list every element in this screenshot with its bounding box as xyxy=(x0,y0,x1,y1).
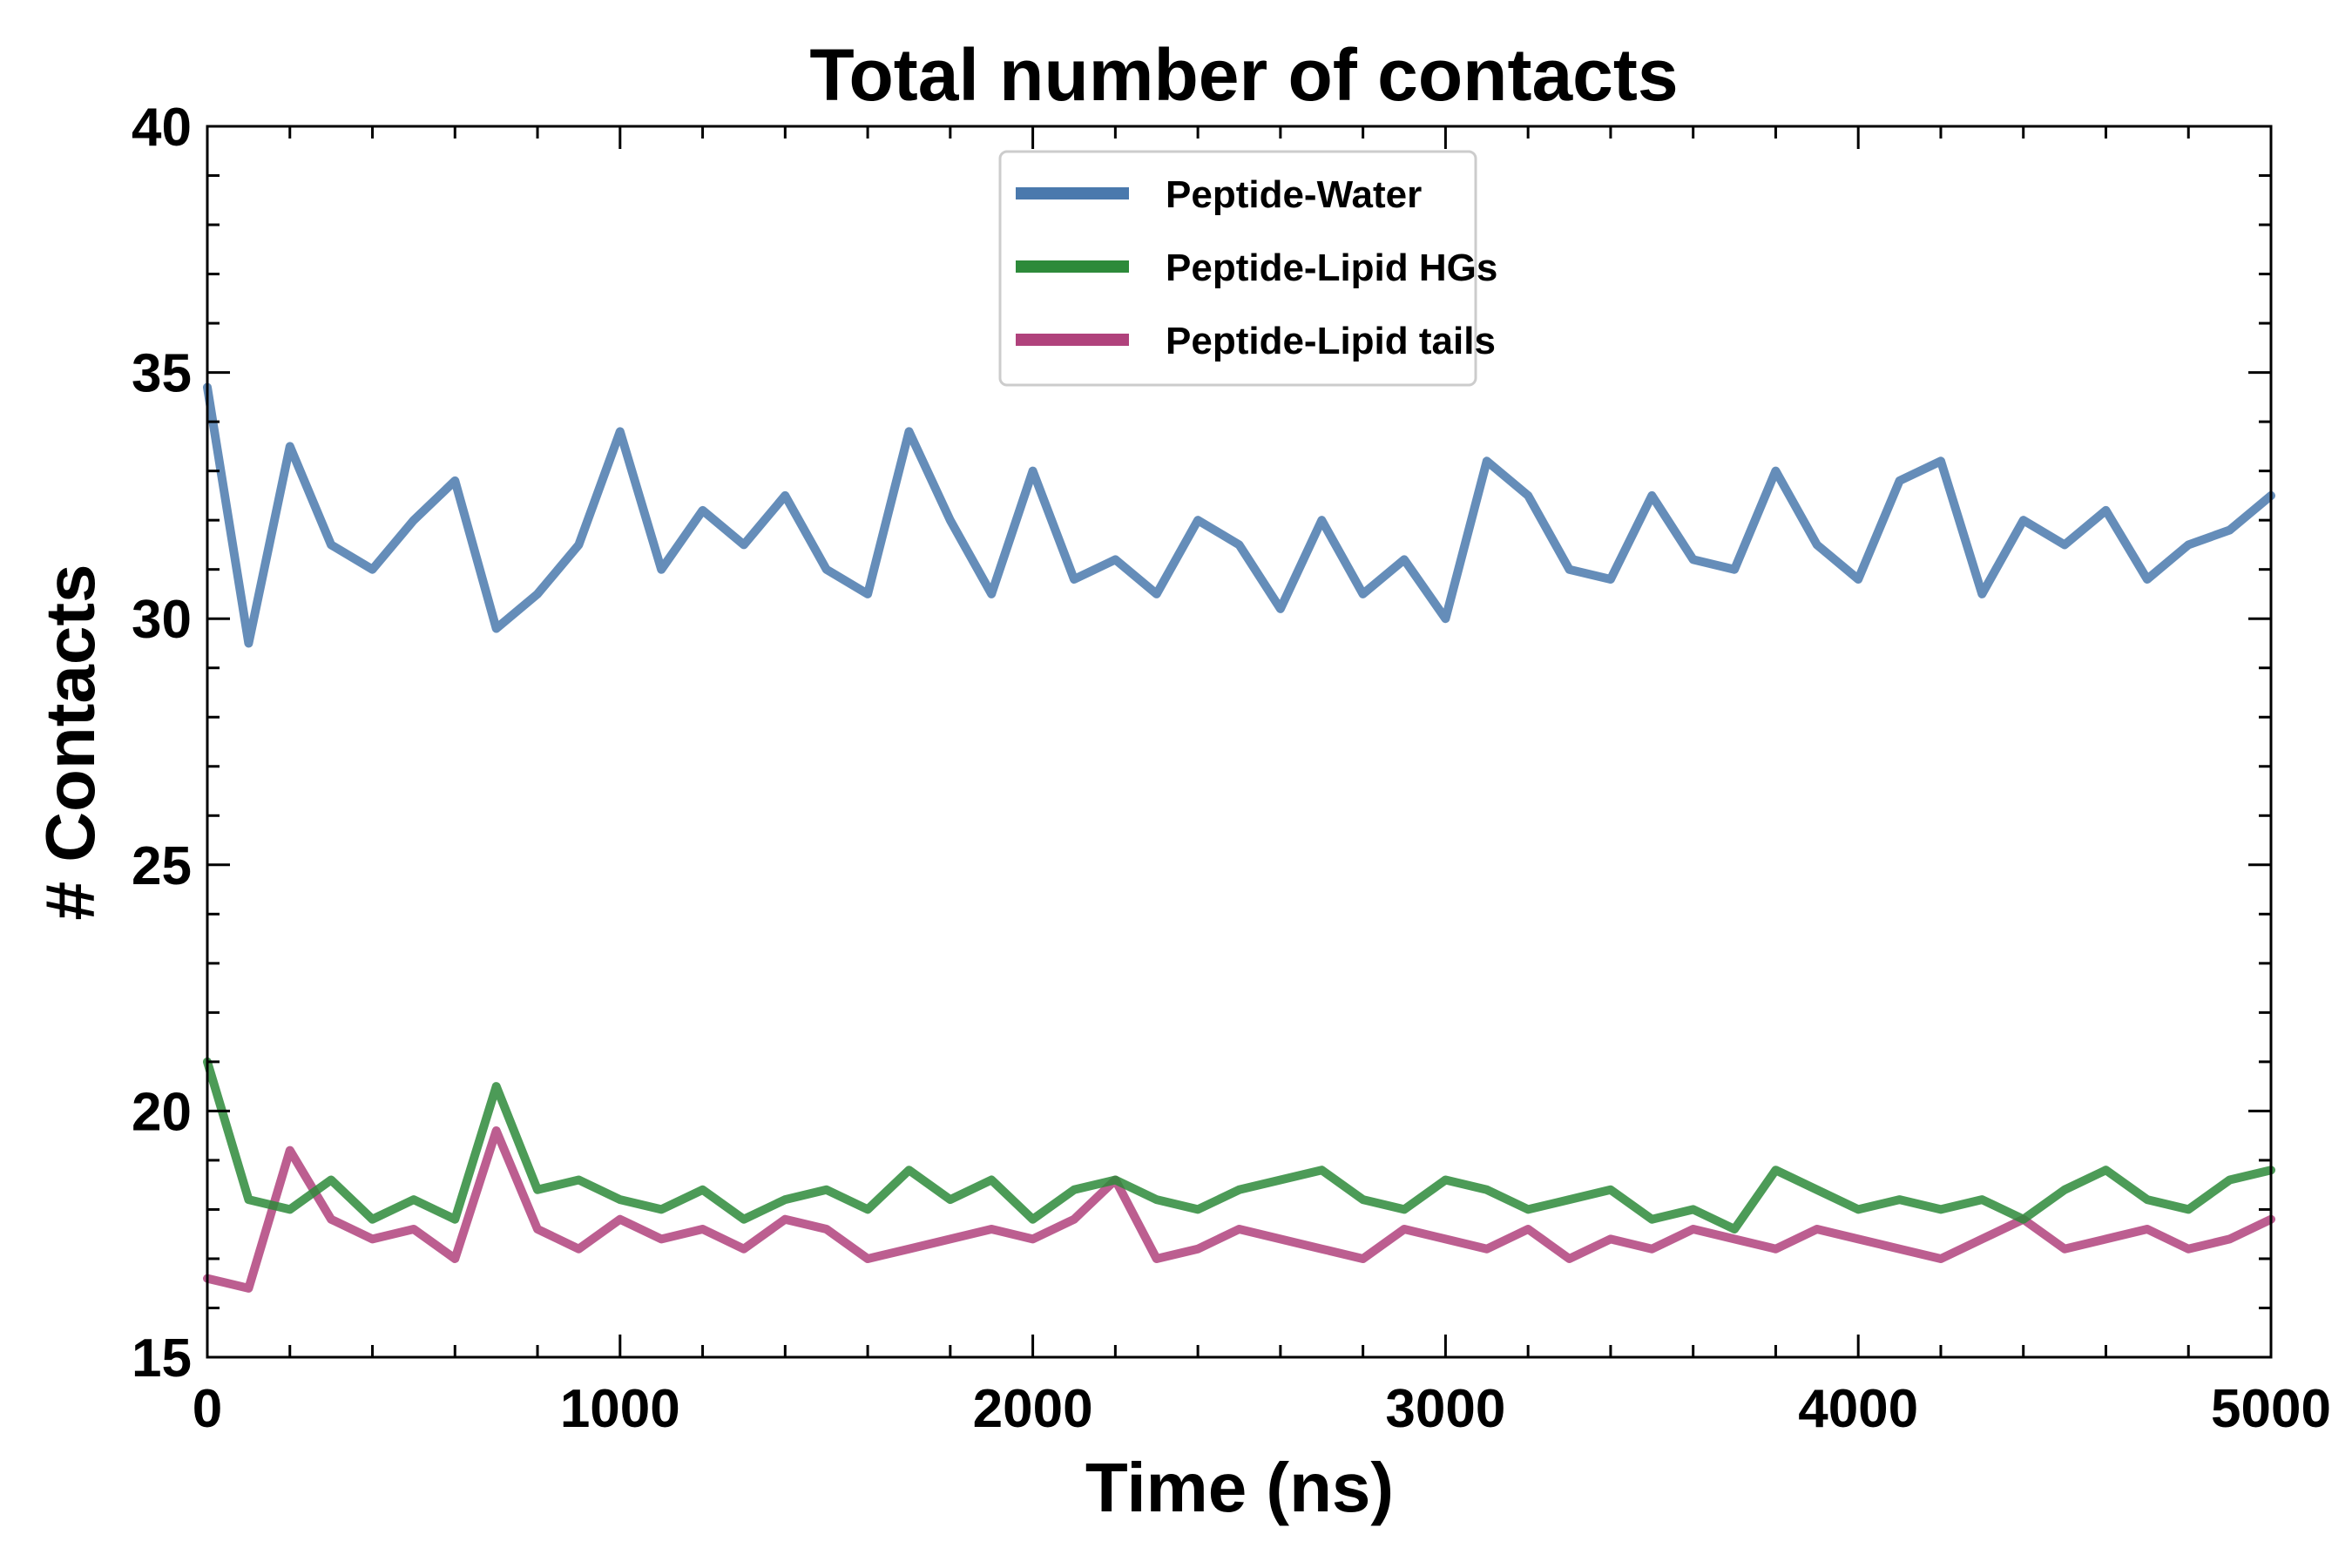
y-tick-label: 30 xyxy=(132,590,192,650)
y-tick-label: 25 xyxy=(132,836,192,896)
y-tick-label: 20 xyxy=(132,1082,192,1142)
series-line-peptide-lipid-tails xyxy=(203,1126,2275,1293)
legend-box xyxy=(998,150,1477,387)
y-tick-label: 15 xyxy=(132,1328,192,1389)
y-tick-label: 35 xyxy=(132,344,192,404)
x-tick-label: 1000 xyxy=(560,1379,680,1439)
series-line-peptide-lipid-hgs xyxy=(203,1057,2275,1233)
y-tick-label: 40 xyxy=(132,98,192,158)
x-tick-label: 0 xyxy=(193,1379,222,1439)
plot-frame xyxy=(206,125,2273,1359)
x-tick-label: 5000 xyxy=(2211,1379,2331,1439)
x-tick-label: 2000 xyxy=(973,1379,1093,1439)
chart-title: Total number of contacts xyxy=(809,34,1678,116)
series-line-peptide-water xyxy=(203,382,2275,648)
legend-label: Peptide-Water xyxy=(1166,173,1422,216)
axes: 0 1000 2000 3000 4000 5000 15 20 25 30 35 40 xyxy=(132,98,2331,1439)
x-tick-label: 3000 xyxy=(1385,1379,1505,1439)
legend-label: Peptide-Lipid HGs xyxy=(1166,247,1497,289)
legend-label: Peptide-Lipid tails xyxy=(1166,320,1496,362)
legend: Peptide-Water Peptide-Lipid HGs Peptide-Li… xyxy=(998,150,1497,387)
x-axis-label: Time (ns) xyxy=(1085,1449,1394,1526)
y-axis-label: # Contacts xyxy=(31,564,109,921)
x-tick-label: 4000 xyxy=(1798,1379,1918,1439)
plot-area xyxy=(203,382,2275,1293)
